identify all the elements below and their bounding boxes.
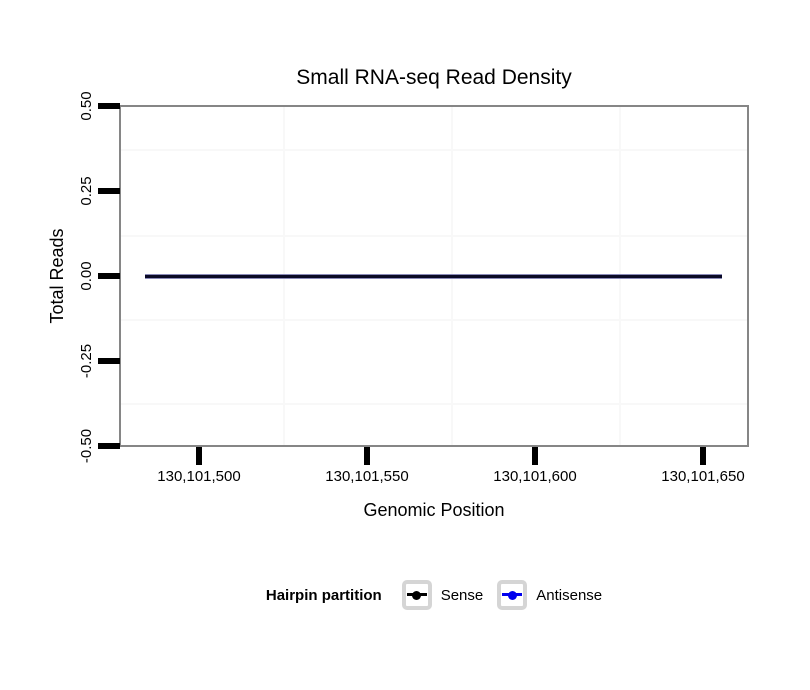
y-axis-title: Total Reads <box>47 228 67 324</box>
plot-panel <box>119 105 749 447</box>
legend: Hairpin partition Sense Antisense <box>119 577 749 613</box>
antisense-dot-swatch <box>507 590 517 600</box>
minor-gridline-horizontal <box>121 235 747 237</box>
y-tick-label: 0.00 <box>78 261 95 291</box>
legend-label-antisense: Antisense <box>536 586 603 604</box>
x-axis-tick <box>532 447 538 465</box>
x-tick-label: 130,101,500 <box>157 468 241 485</box>
y-tick-label: -0.25 <box>78 343 95 379</box>
y-axis-tick <box>98 103 120 109</box>
read-density-line-sense-antisense-overlap <box>145 274 722 279</box>
x-axis-tick <box>700 447 706 465</box>
legend-label-sense: Sense <box>440 586 484 604</box>
y-axis-tick <box>98 273 120 279</box>
minor-gridline-horizontal <box>121 403 747 405</box>
x-axis-tick <box>364 447 370 465</box>
y-axis-tick <box>98 188 120 194</box>
x-axis-tick <box>196 447 202 465</box>
y-tick-label: 0.25 <box>78 176 95 206</box>
y-axis-tick <box>98 358 120 364</box>
minor-gridline-horizontal <box>121 319 747 321</box>
legend-item-sense: Sense <box>401 580 484 610</box>
legend-key-antisense-icon <box>497 580 528 610</box>
legend-item-antisense: Antisense <box>497 580 602 610</box>
x-tick-label: 130,101,650 <box>661 468 745 485</box>
x-axis-title: Genomic Position <box>363 500 505 520</box>
legend-key-sense-icon <box>401 580 432 610</box>
x-tick-label: 130,101,600 <box>493 468 577 485</box>
y-tick-label: 0.50 <box>78 91 95 121</box>
legend-title: Hairpin partition <box>265 586 382 604</box>
minor-gridline-horizontal <box>121 149 747 151</box>
y-tick-label: -0.50 <box>78 428 95 464</box>
sense-dot-swatch <box>412 590 422 600</box>
x-tick-label: 130,101,550 <box>325 468 409 485</box>
y-axis-tick <box>98 443 120 449</box>
chart-title: Small RNA-seq Read Density <box>296 66 572 89</box>
